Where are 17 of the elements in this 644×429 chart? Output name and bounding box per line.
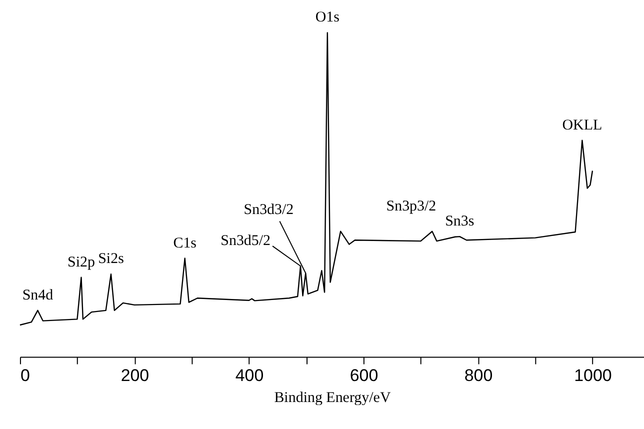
annotation: Sn4d <box>22 287 54 304</box>
annotation: Sn3s <box>445 214 474 230</box>
x-tick-label: 200 <box>120 366 150 386</box>
annotation: C1s <box>173 235 197 252</box>
x-tick-label: 800 <box>464 366 493 386</box>
annotation: Si2p <box>68 254 95 270</box>
annotation: Si2s <box>98 251 124 268</box>
annotation: O1s <box>315 10 340 26</box>
x-tick-label: 600 <box>350 366 378 386</box>
x-tick-label: 1000 <box>574 366 612 386</box>
x-tick-label: 0 <box>20 366 30 386</box>
x-axis-title: Binding Energy/eV <box>274 390 391 406</box>
annotation: OKLL <box>562 117 602 134</box>
annotation: Sn3d5/2 <box>220 233 271 250</box>
annotation: Sn3d3/2 <box>244 202 294 218</box>
annotation: Sn3p3/2 <box>386 198 436 214</box>
x-tick-label: 400 <box>235 366 264 386</box>
